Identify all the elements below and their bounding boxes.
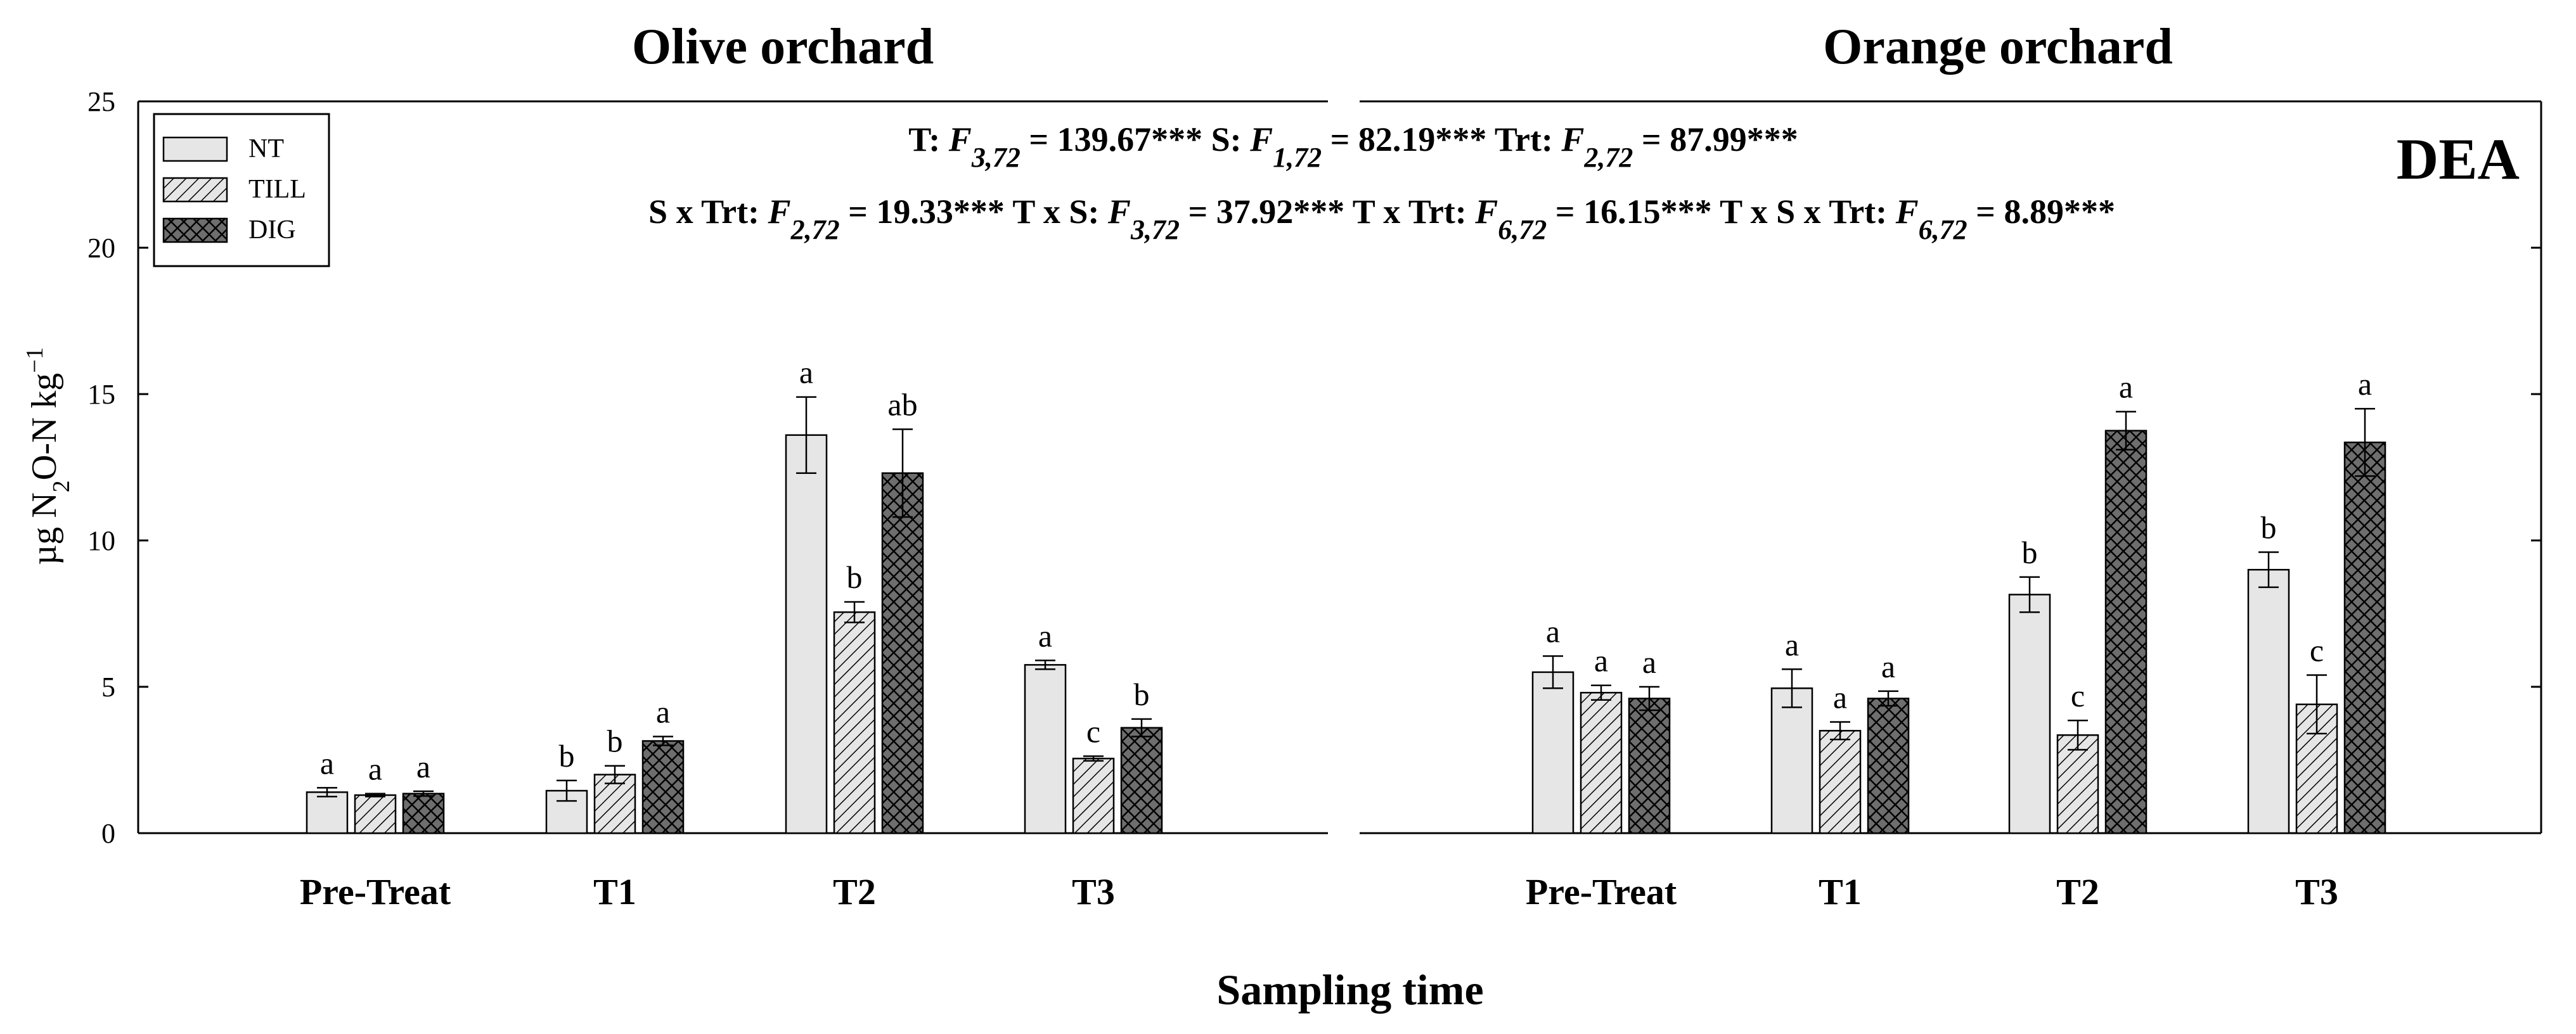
legend-swatch-dig: [162, 217, 228, 243]
y-tick-label: 15: [87, 379, 115, 410]
significance-letter: b: [1134, 677, 1150, 712]
bar-dig-t3: [1120, 727, 1163, 834]
category-label: T2: [2056, 871, 2099, 912]
significance-letter: a: [1546, 613, 1560, 649]
bar-nt-t3: [2247, 568, 2290, 834]
bar-till-t2: [833, 611, 876, 834]
legend-label-dig: DIG: [248, 215, 296, 245]
category-label: T3: [2295, 871, 2338, 912]
significance-letter: a: [799, 355, 813, 390]
significance-letter: a: [1642, 644, 1656, 680]
x-axis-title: Sampling time: [1216, 966, 1483, 1014]
y-tick-label: 20: [87, 233, 115, 264]
significance-letter: a: [1038, 618, 1052, 653]
statistics-line-1: T: F3,72 = 139.67*** S: F1,72 = 82.19***…: [908, 120, 1798, 173]
significance-letter: ab: [887, 386, 917, 422]
legend-swatch-till: [162, 177, 228, 203]
bar-nt-pre-treat: [1531, 671, 1575, 834]
category-label: T1: [1819, 871, 1862, 912]
significance-letter: b: [2261, 509, 2277, 545]
panel-label-dea: DEA: [2397, 127, 2520, 191]
bar-dig-pre-treat: [1628, 698, 1671, 834]
significance-letter: a: [1833, 679, 1847, 715]
right-panel: Orange orchard aa aPre-TreataaaT1bcaT2bca…: [1360, 19, 2542, 912]
left-panel-title: Olive orchard: [632, 19, 934, 75]
significance-letter: b: [847, 559, 863, 595]
bar-till-t1: [593, 774, 636, 834]
significance-letter: c: [2071, 678, 2085, 713]
significance-letter: a: [320, 745, 334, 781]
significance-letter: a: [416, 749, 430, 784]
significance-letter: b: [559, 738, 575, 774]
bar-nt-t2: [2008, 594, 2051, 834]
significance-letter: a: [656, 694, 670, 730]
significance-letter: a: [1785, 627, 1799, 662]
bar-till-t1: [1819, 730, 1862, 834]
legend: NT TILL DIG: [153, 113, 330, 267]
bar-dig-pre-treat: [402, 793, 445, 834]
bar-till-pre-treat: [354, 794, 397, 834]
significance-letter: a: [1881, 649, 1895, 684]
significance-letter: b: [2022, 535, 2038, 570]
bar-dig-t1: [1867, 698, 1910, 834]
legend-label-nt: NT: [248, 134, 284, 163]
significance-letter: a: [2358, 366, 2372, 402]
significance-letter: a: [1594, 643, 1608, 679]
bar-till-t2: [2056, 734, 2099, 834]
bar-nt-t1: [1770, 687, 1813, 834]
statistics-line-2: S x Trt: F2,72 = 19.33*** T x S: F3,72 =…: [648, 193, 2115, 245]
category-label: Pre-Treat: [300, 871, 451, 912]
bar-nt-t3: [1024, 664, 1067, 834]
y-tick-label: 10: [87, 525, 115, 556]
bar-dig-t2: [2104, 430, 2148, 834]
bar-dig-t3: [2343, 441, 2386, 834]
y-axis-title: µg N2O-N kg−1: [22, 347, 75, 565]
legend-swatch-nt: [162, 136, 228, 162]
legend-label-till: TILL: [248, 175, 306, 204]
bar-dig-t2: [881, 472, 924, 834]
y-tick-label: 25: [87, 86, 115, 117]
bar-till-pre-treat: [1580, 691, 1623, 834]
bar-nt-pre-treat: [306, 791, 349, 834]
bar-dig-t1: [641, 740, 685, 834]
significance-letter: a: [2119, 369, 2133, 405]
category-label: T2: [833, 871, 876, 912]
y-tick-label: 5: [101, 672, 115, 703]
bar-till-t3: [1072, 757, 1115, 834]
right-panel-title: Orange orchard: [1823, 19, 2173, 75]
significance-letter: b: [607, 724, 623, 759]
category-label: T3: [1072, 871, 1115, 912]
category-label: Pre-Treat: [1526, 871, 1677, 912]
category-label: T1: [593, 871, 636, 912]
y-tick-label: 0: [101, 818, 115, 849]
bar-nt-t2: [785, 434, 828, 834]
significance-letter: a: [368, 751, 382, 787]
significance-letter: c: [2310, 633, 2324, 668]
significance-letter: c: [1086, 713, 1100, 749]
